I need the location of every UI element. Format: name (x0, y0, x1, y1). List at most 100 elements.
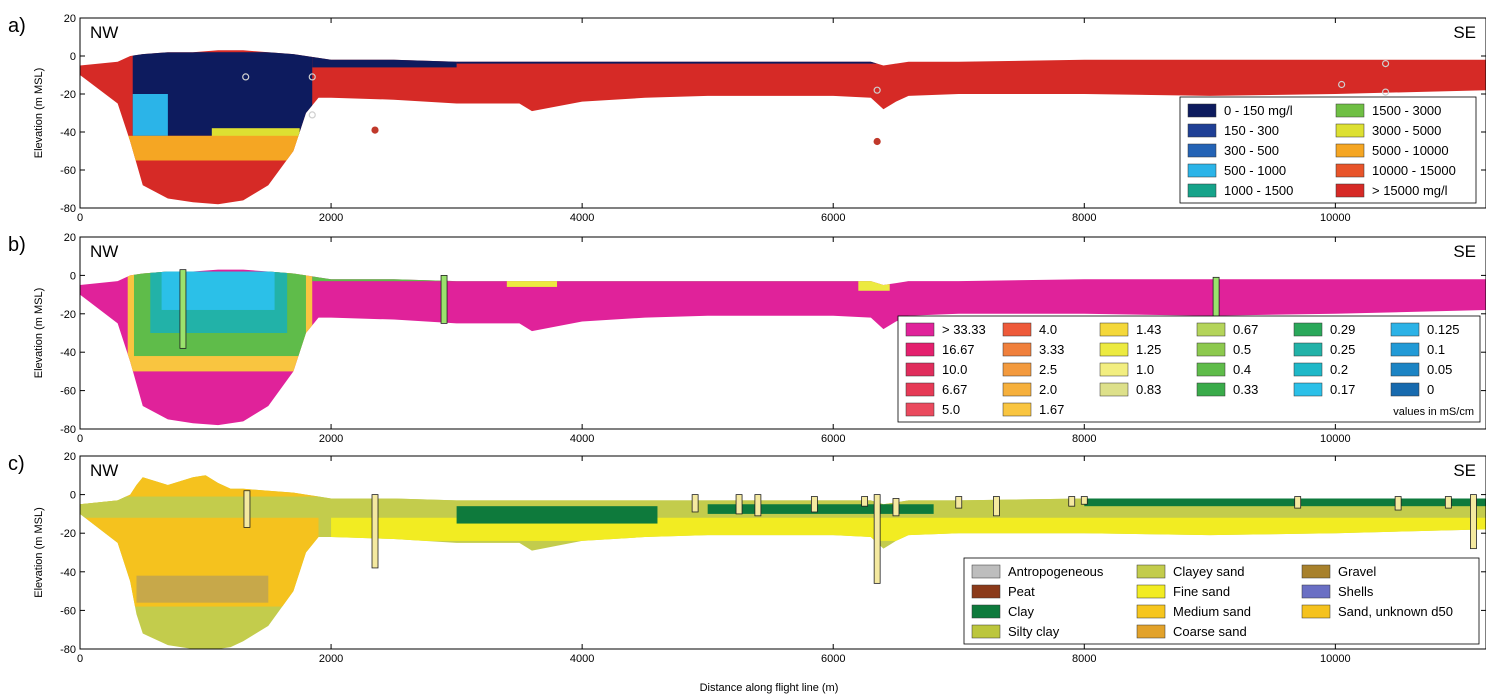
y-tick-label: -80 (60, 203, 76, 215)
borehole (735, 494, 743, 515)
legend-label: 0.05 (1427, 362, 1452, 377)
x-tick-label: 8000 (1072, 433, 1096, 445)
legend-swatch (1136, 584, 1166, 599)
legend-swatch (1390, 322, 1420, 337)
x-tick-label: 0 (77, 653, 83, 665)
legend-swatch (1301, 564, 1331, 579)
legend-label: 10.0 (942, 362, 967, 377)
y-axis-title: Elevation (m MSL) (33, 507, 45, 597)
legend-label: 6.67 (942, 382, 967, 397)
legend-swatch (1002, 342, 1032, 357)
legend-label: 10000 - 15000 (1372, 163, 1456, 178)
y-tick-label: -60 (60, 605, 76, 617)
legend-swatch (1002, 382, 1032, 397)
x-tick-label: 10000 (1320, 653, 1351, 665)
borehole (371, 494, 379, 569)
borehole (892, 498, 900, 517)
legend-swatch (1335, 183, 1365, 198)
legend-label: Antropogeneous (1008, 564, 1104, 579)
legend-label: 0.5 (1233, 342, 1251, 357)
y-tick-label: -40 (60, 567, 76, 579)
legend-label: Gravel (1338, 564, 1376, 579)
legend-swatch (971, 564, 1001, 579)
legend-swatch (1335, 103, 1365, 118)
y-tick-label: -80 (60, 424, 76, 436)
legend-swatch (1335, 163, 1365, 178)
y-tick-label: -40 (60, 127, 76, 139)
borehole (1294, 496, 1302, 509)
legend-label: 5.0 (942, 402, 960, 417)
panel-label: c) (8, 453, 25, 475)
borehole (1444, 496, 1452, 509)
zone (136, 575, 269, 603)
x-tick-label: 0 (77, 212, 83, 224)
legend-label: 1.25 (1136, 342, 1161, 357)
legend-swatch (1187, 103, 1217, 118)
legend-swatch (1301, 604, 1331, 619)
legend-label: 0.17 (1330, 382, 1355, 397)
zone (707, 504, 934, 514)
legend-label: 4.0 (1039, 322, 1057, 337)
sample-point (308, 73, 316, 81)
legend-label: 0.29 (1330, 322, 1355, 337)
borehole (861, 496, 868, 507)
legend-swatch (1335, 143, 1365, 158)
legend-label: 1.0 (1136, 362, 1154, 377)
y-tick-label: 20 (64, 13, 76, 25)
legend-swatch (1136, 604, 1166, 619)
legend-label: 0.83 (1136, 382, 1161, 397)
legend-swatch (971, 624, 1001, 639)
legend-label: 0.1 (1427, 342, 1445, 357)
section-zones (127, 271, 909, 372)
legend-swatch (1390, 342, 1420, 357)
legend-swatch (1196, 342, 1226, 357)
legend-label: Silty clay (1008, 624, 1060, 639)
legend-label: 1000 - 1500 (1224, 183, 1293, 198)
x-tick-label: 8000 (1072, 212, 1096, 224)
legend-label: 0 (1427, 382, 1434, 397)
legend-swatch (1390, 362, 1420, 377)
x-tick-label: 10000 (1320, 212, 1351, 224)
legend-label: 0.2 (1330, 362, 1348, 377)
legend-label: 16.67 (942, 342, 975, 357)
legend-label: Coarse sand (1173, 624, 1247, 639)
legend-label: 0.25 (1330, 342, 1355, 357)
y-axis-title: Elevation (m MSL) (33, 68, 45, 158)
legend-label: 3.33 (1039, 342, 1064, 357)
legend-label: Fine sand (1173, 584, 1230, 599)
borehole (810, 496, 818, 513)
y-axis-title: Elevation (m MSL) (33, 288, 45, 378)
legend-swatch (1002, 362, 1032, 377)
borehole (955, 496, 963, 509)
legend-swatch (1293, 342, 1323, 357)
borehole (179, 269, 187, 349)
borehole (440, 274, 448, 324)
legend-label: 500 - 1000 (1224, 163, 1286, 178)
legend-label: 2.0 (1039, 382, 1057, 397)
legend-frame (963, 557, 1480, 645)
y-tick-label: -20 (60, 528, 76, 540)
borehole (993, 496, 1000, 517)
sample-point (873, 137, 881, 146)
borehole (754, 494, 762, 517)
zone (132, 94, 168, 136)
legend-label: 1.43 (1136, 322, 1161, 337)
zone (127, 135, 306, 161)
legend-swatch (1293, 362, 1323, 377)
legend-label: 0 - 150 mg/l (1224, 103, 1293, 118)
x-tick-label: 0 (77, 433, 83, 445)
legend-label: Clayey sand (1173, 564, 1245, 579)
zone (456, 506, 658, 524)
borehole (1080, 496, 1088, 505)
legend-label: Medium sand (1173, 604, 1251, 619)
borehole (873, 494, 881, 584)
legend-swatch (1187, 143, 1217, 158)
sample-point (308, 111, 316, 119)
y-tick-label: 0 (70, 490, 76, 502)
direction-label-se: SE (1453, 23, 1476, 42)
y-tick-label: -60 (60, 386, 76, 398)
x-tick-label: 10000 (1320, 433, 1351, 445)
x-tick-label: 4000 (570, 653, 594, 665)
